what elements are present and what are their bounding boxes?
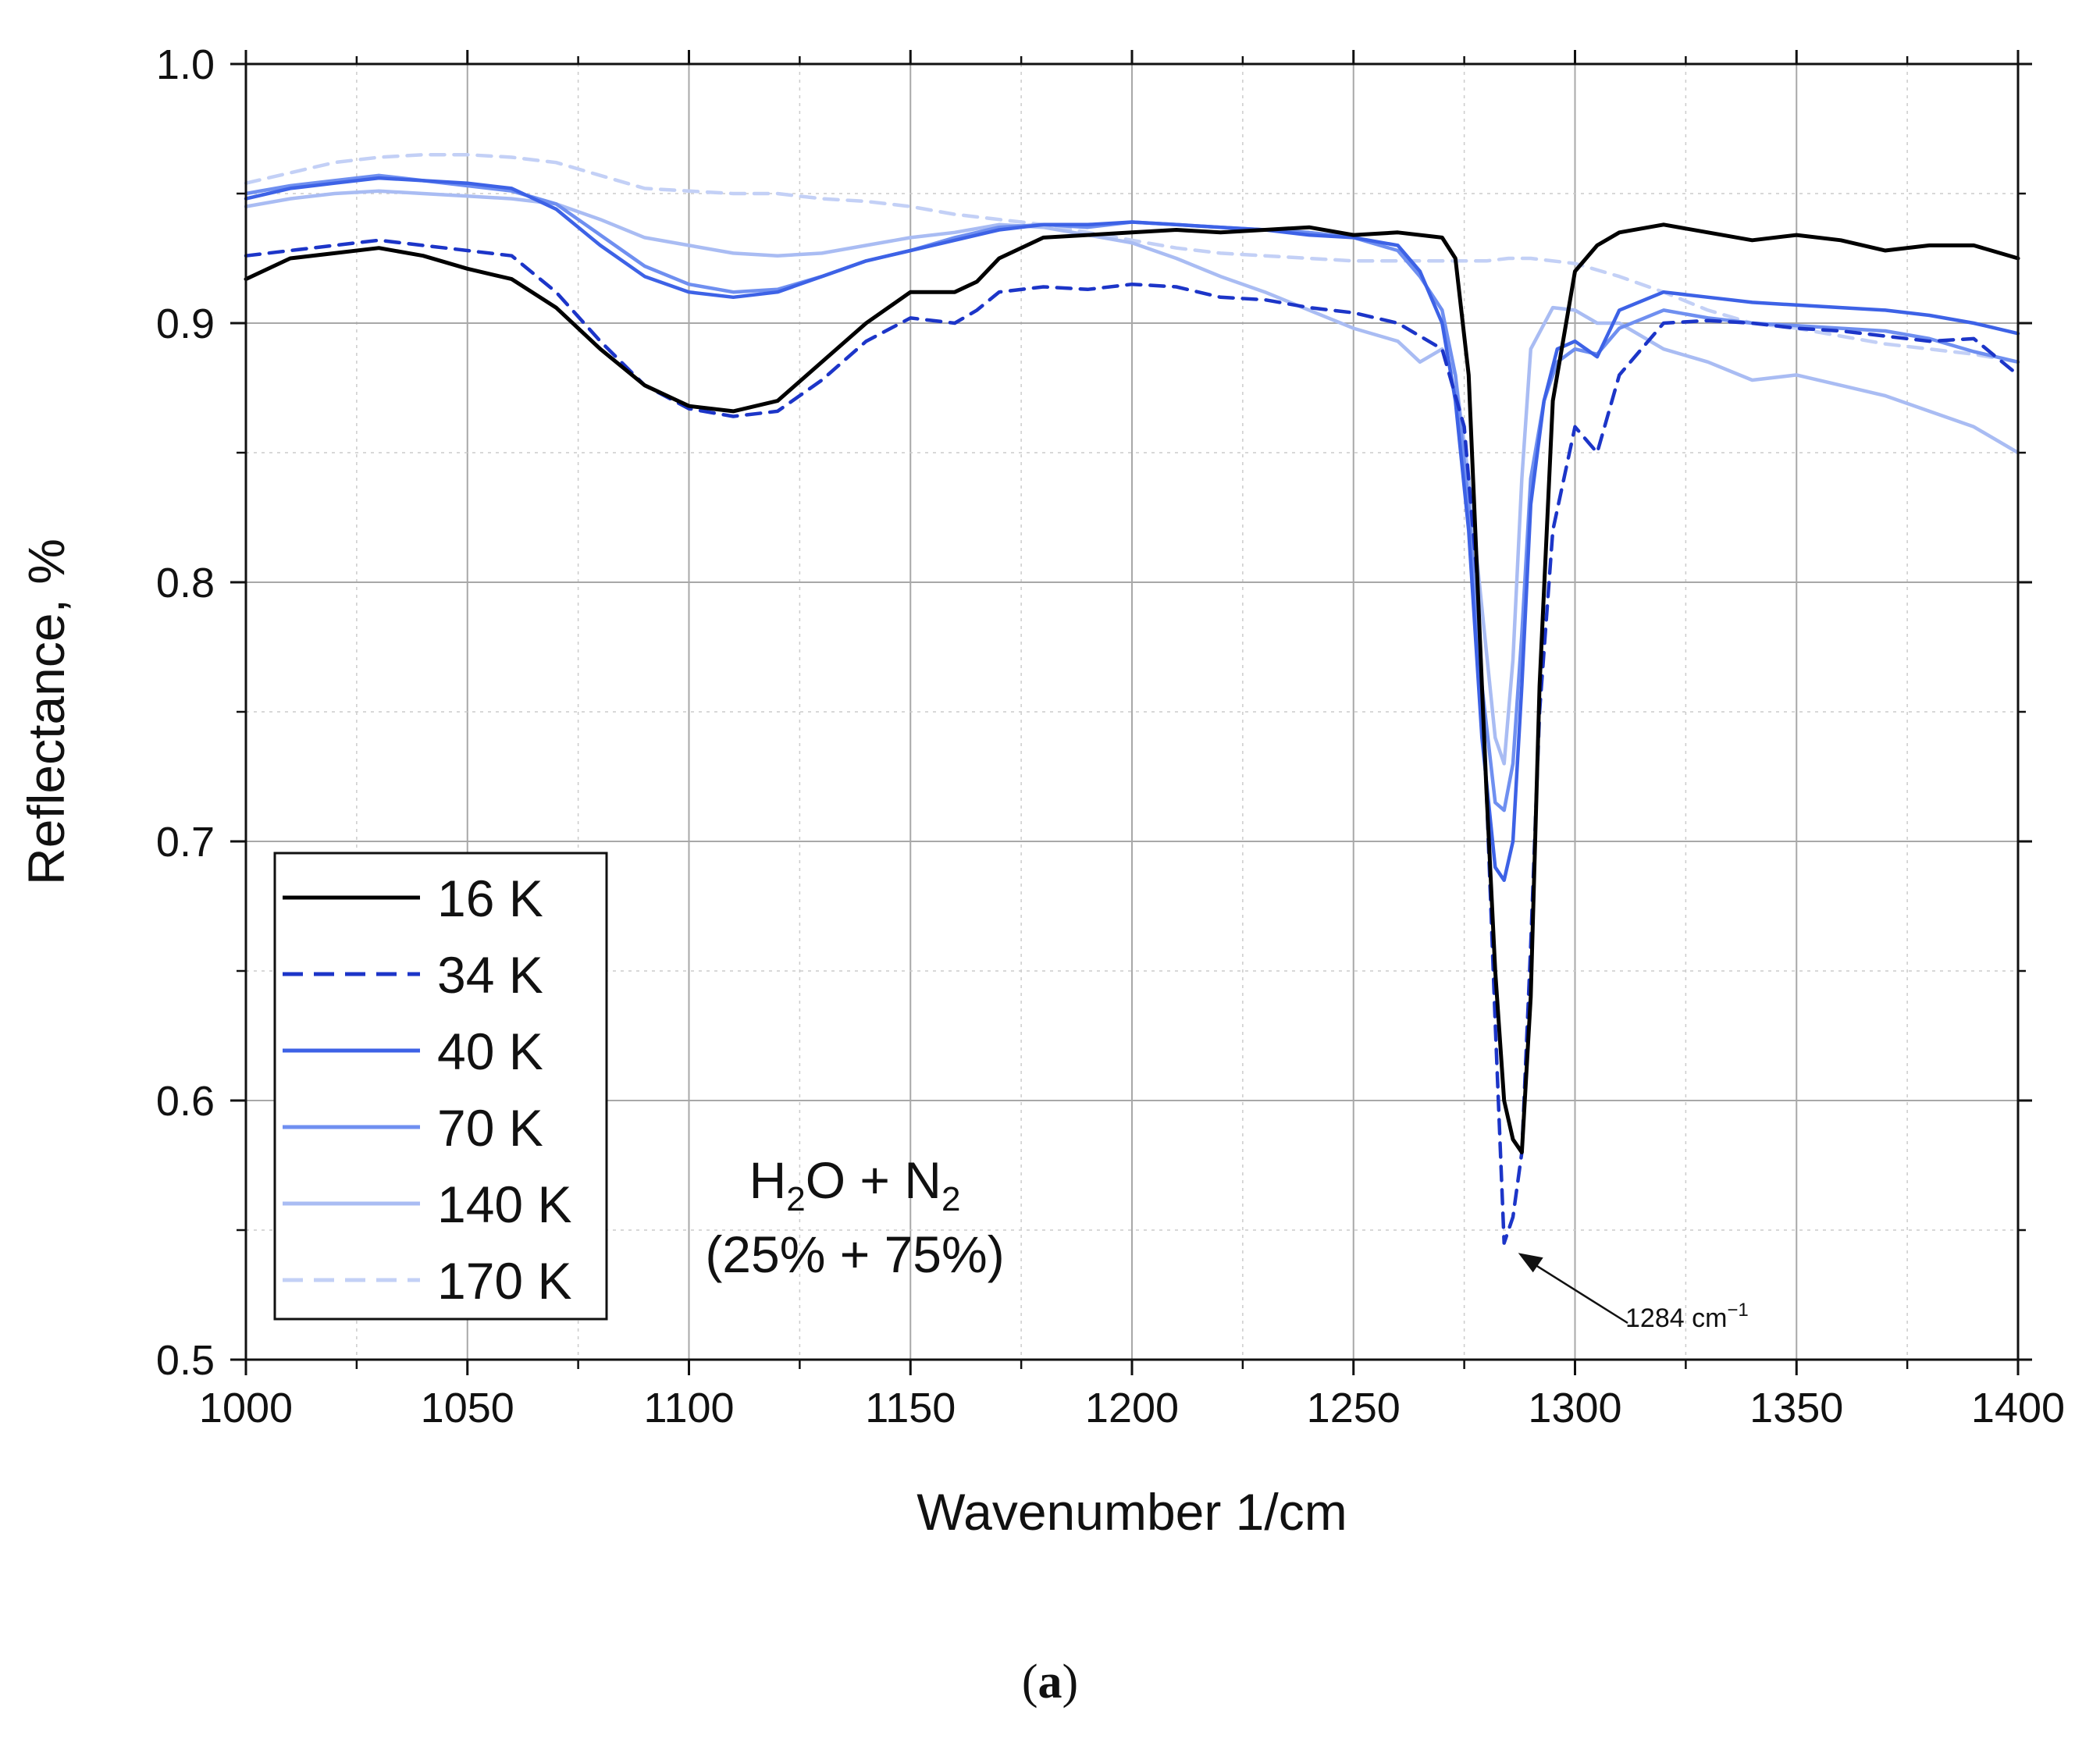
legend-label: 70 K [437,1099,543,1157]
legend-label: 140 K [437,1175,571,1233]
y-tick-labels: 0.5 0.6 0.7 0.8 0.9 1.0 [156,41,215,1384]
annotation-arrow-line [1532,1262,1628,1325]
annotation-label-sup: −1 [1727,1300,1748,1321]
caption-open: ( [1022,1655,1038,1709]
legend-label: 40 K [437,1022,543,1080]
inset-composition: (25% + 75%) [705,1225,1004,1283]
x-tick-label: 1000 [199,1385,293,1431]
peak-annotation: 1284 cm−1 [1518,1253,1749,1333]
legend-label: 170 K [437,1252,571,1310]
series-line-170k [244,152,2020,364]
formula-sub-water: 2 [786,1180,805,1218]
formula-part-o-n: O + N [806,1151,941,1209]
formula-part-h: H [749,1151,787,1209]
x-axis-title: Wavenumber 1/cm [917,1483,1347,1541]
x-tick-label: 1400 [1971,1385,2065,1431]
x-tick-label: 1350 [1749,1385,1843,1431]
y-tick-label: 0.7 [156,819,215,866]
y-axis-title: Reflectance, % [17,539,75,885]
y-tick-label: 0.9 [156,300,215,347]
caption-close: ) [1062,1655,1079,1709]
x-tick-labels: 1000 1050 1100 1150 1200 1250 1300 1350 1400 [199,1385,2065,1431]
x-tick-label: 1200 [1085,1385,1179,1431]
series-line-140k [244,189,2020,766]
legend-label: 34 K [437,946,543,1004]
x-tick-label: 1300 [1528,1385,1621,1431]
series-line-34k [244,238,2020,1245]
y-tick-label: 0.6 [156,1078,215,1125]
axis-ticks [230,50,2032,1375]
x-tick-label: 1050 [421,1385,514,1431]
inset-formula: H2O + N2 [749,1151,961,1218]
caption-letter: a [1038,1655,1062,1709]
series-line-16k [244,222,2020,1154]
legend-label: 16 K [437,869,543,927]
series-line-40k [244,176,2020,883]
y-tick-label: 0.8 [156,560,215,606]
data-series [244,152,2020,1245]
legend-box [273,852,608,1321]
figure-caption: (a) [1022,1655,1078,1709]
x-tick-label: 1100 [643,1385,734,1431]
y-tick-label: 1.0 [156,41,215,88]
formula-sub-nitrogen: 2 [941,1180,960,1218]
annotation-label: 1284 cm−1 [1625,1300,1749,1333]
legend-items: 16 K 34 K 40 K 70 K 140 K 170 K [283,869,571,1310]
x-tick-label: 1150 [865,1385,956,1431]
annotation-arrowhead [1518,1253,1543,1273]
x-tick-label: 1250 [1307,1385,1401,1431]
legend: 16 K 34 K 40 K 70 K 140 K 170 K [273,852,608,1321]
annotation-label-text: 1284 cm [1625,1303,1727,1333]
y-tick-label: 0.5 [156,1337,215,1384]
